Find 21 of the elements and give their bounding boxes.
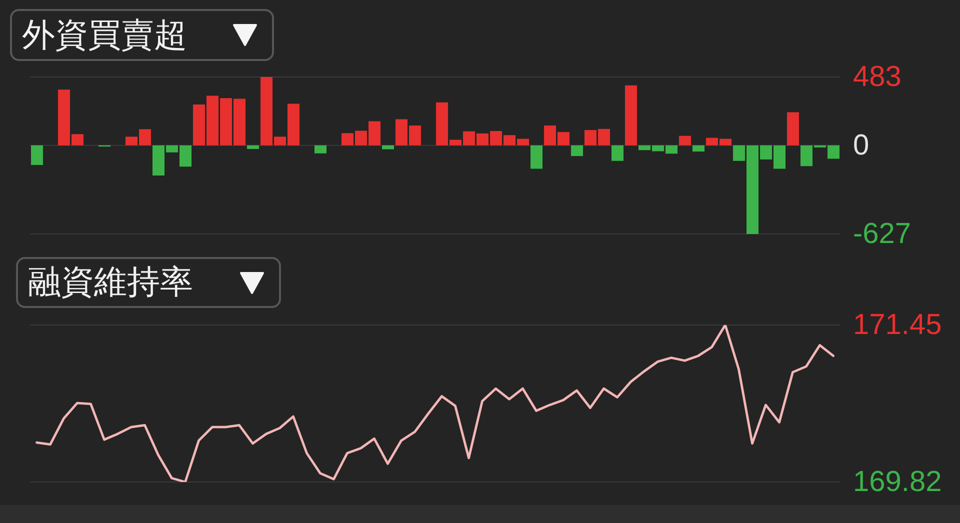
bar bbox=[787, 112, 799, 146]
bar bbox=[31, 145, 43, 165]
y-tick-label: 0 bbox=[853, 129, 870, 162]
bar bbox=[314, 145, 326, 154]
dropdown-field: 外資買賣超 bbox=[10, 9, 274, 61]
y-tick-label: 171.45 bbox=[853, 309, 942, 341]
chart-title: 融資維持率 bbox=[28, 262, 193, 302]
bar bbox=[625, 85, 637, 146]
y-tick-label: 483 bbox=[853, 61, 902, 93]
bar bbox=[692, 145, 704, 152]
y-tick-label: -627 bbox=[853, 218, 912, 250]
line-series bbox=[36, 325, 834, 482]
bar bbox=[530, 145, 542, 169]
bar bbox=[612, 145, 624, 161]
bar bbox=[679, 136, 691, 146]
bar bbox=[382, 145, 394, 150]
chart-title: 外資買賣超 bbox=[22, 14, 187, 54]
y-tick-label: 169.82 bbox=[853, 466, 942, 498]
bar bbox=[571, 145, 583, 156]
bar bbox=[247, 145, 259, 149]
dropdown-field: 融資維持率 bbox=[16, 257, 281, 308]
